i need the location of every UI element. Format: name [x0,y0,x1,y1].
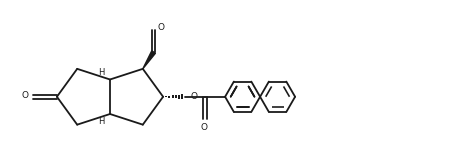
Text: O: O [158,23,165,32]
Text: H: H [99,116,105,125]
Polygon shape [143,51,156,69]
Text: O: O [21,91,29,100]
Text: O: O [200,123,208,132]
Text: H: H [99,68,105,77]
Text: O: O [190,92,198,101]
